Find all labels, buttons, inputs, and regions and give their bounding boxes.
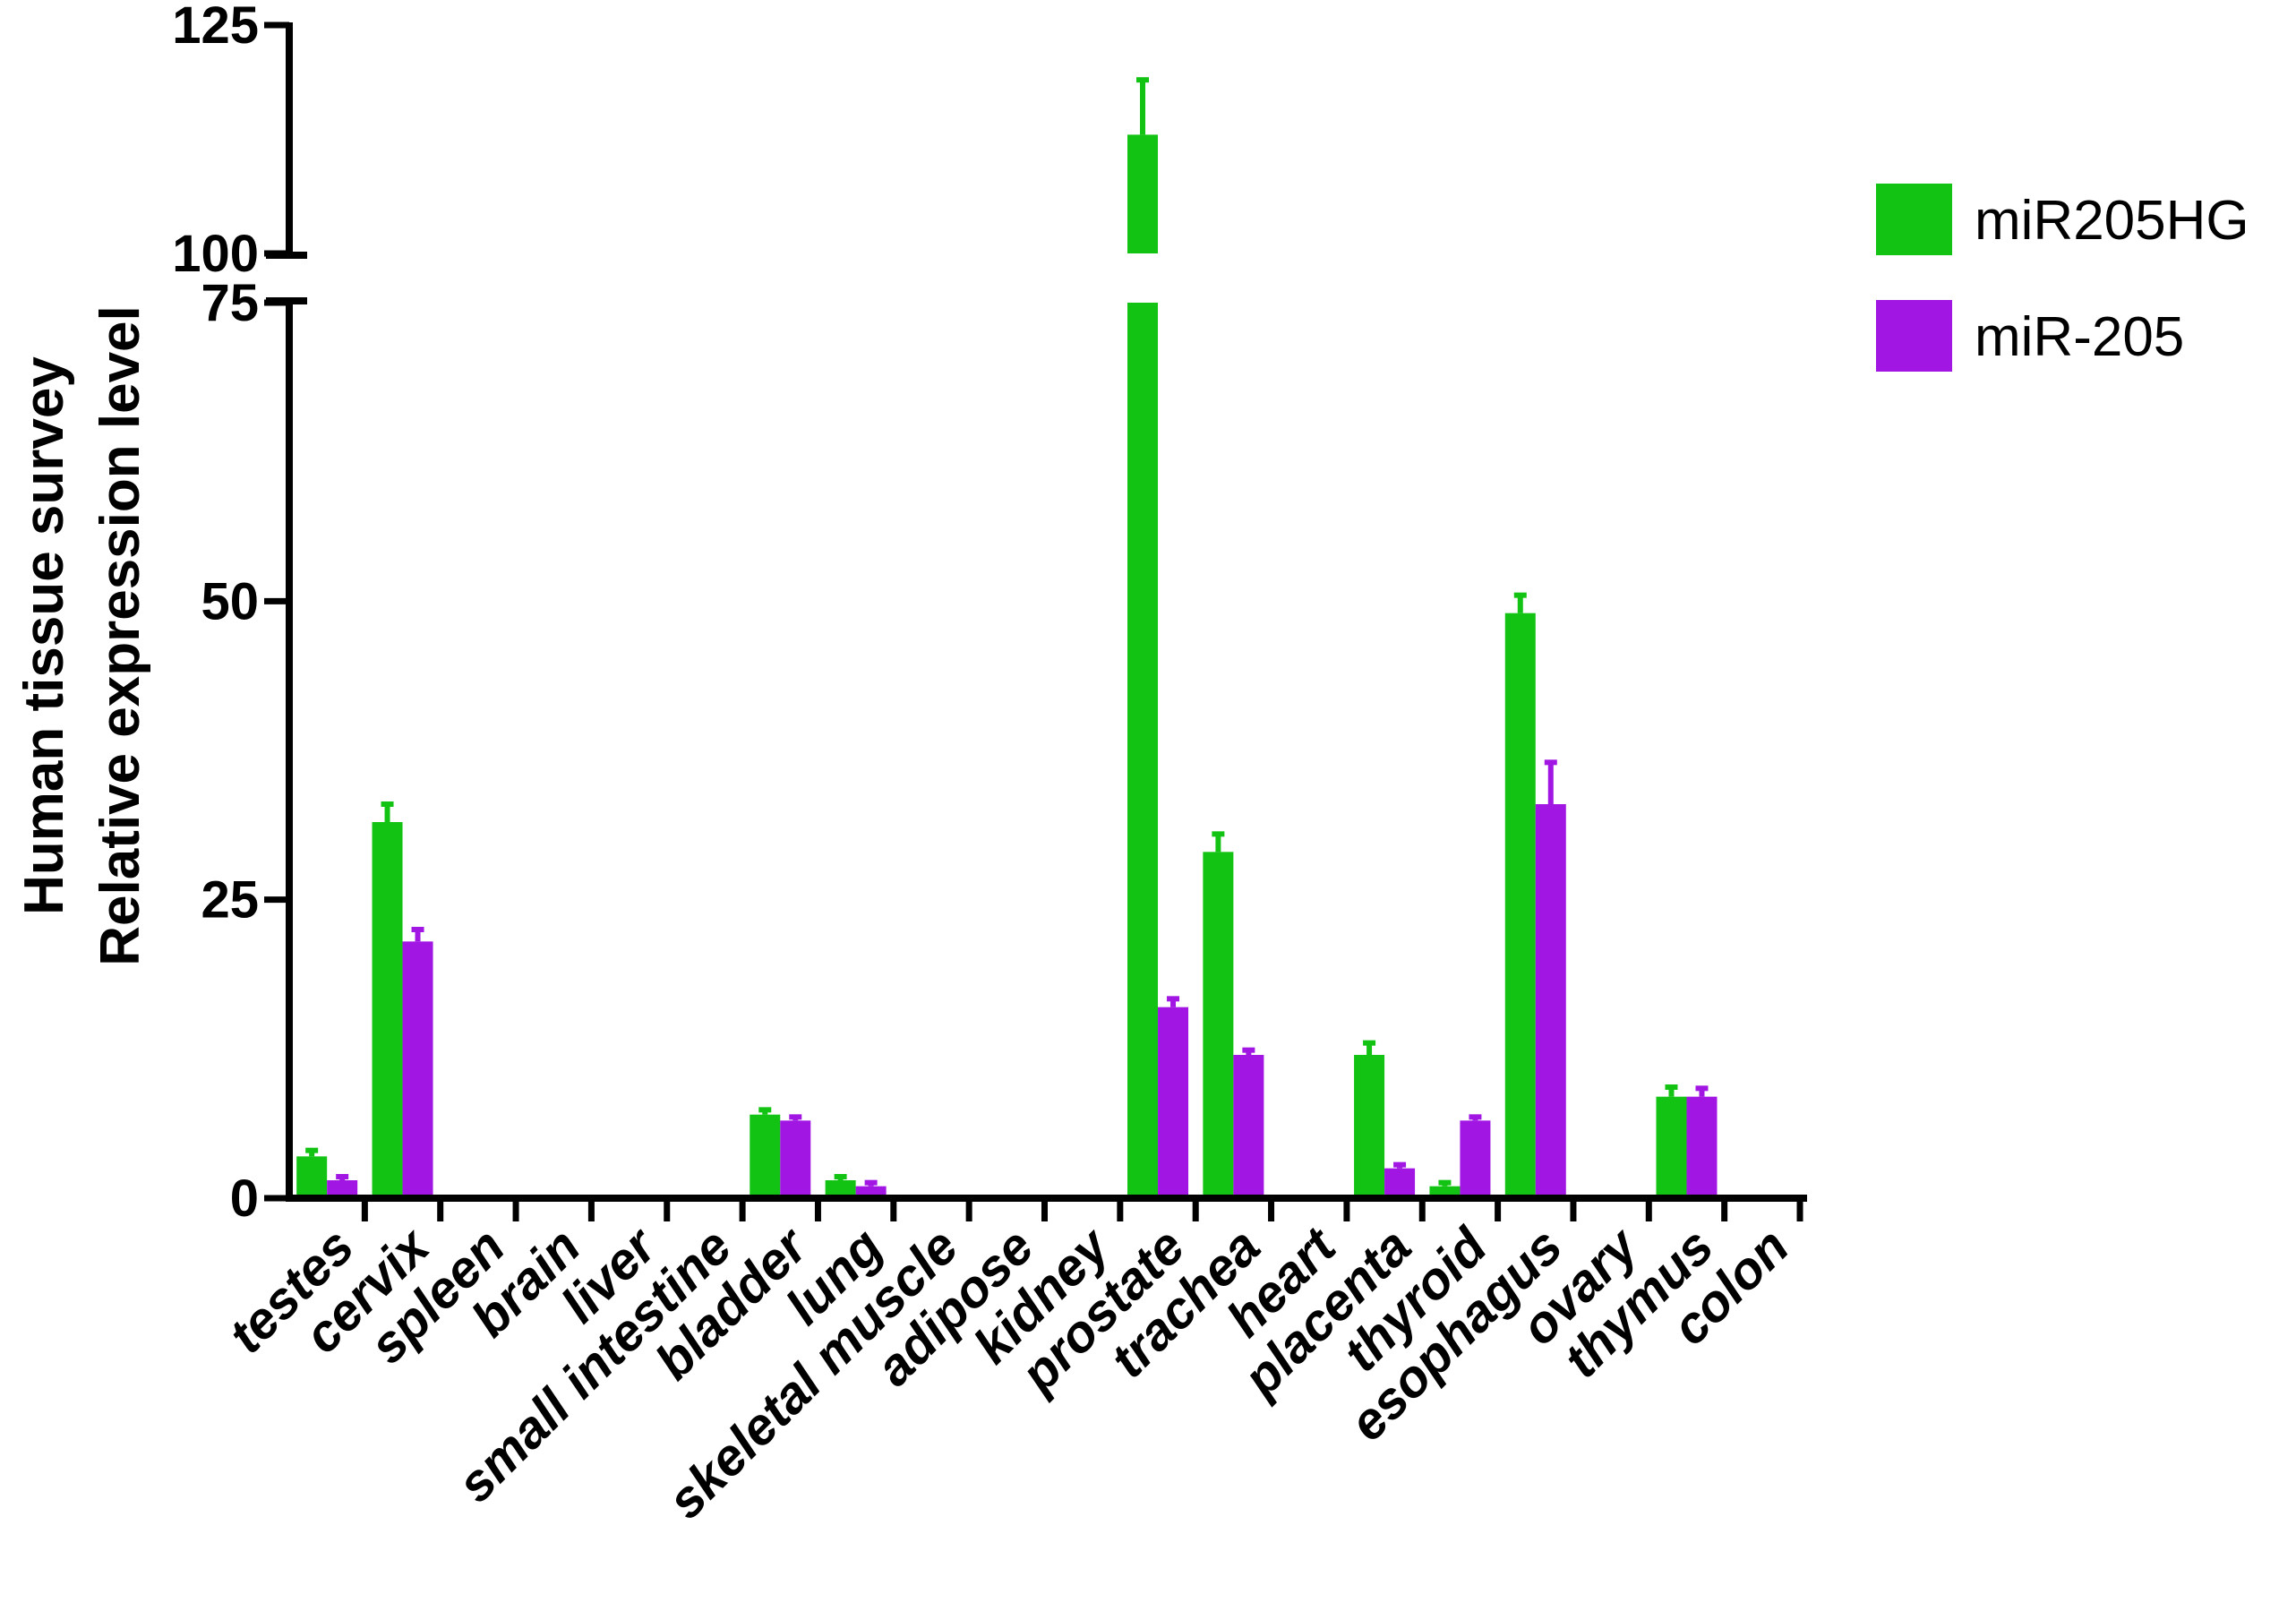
y-tick-label-25: 25 xyxy=(201,871,259,930)
legend-swatch-0 xyxy=(1876,184,1952,255)
bar-prostate-0-lower xyxy=(1127,303,1159,1198)
legend-label-1: miR-205 xyxy=(1975,306,2184,368)
bar-lung-0 xyxy=(825,1180,856,1198)
plot-area xyxy=(296,77,1718,1198)
y-tick-label-75: 75 xyxy=(201,274,259,332)
legend-label-0: miR205HG xyxy=(1975,190,2249,252)
bar-thymus-1 xyxy=(1686,1096,1718,1198)
bar-placenta-1 xyxy=(1384,1168,1416,1198)
bar-cervix-0 xyxy=(372,822,403,1198)
y-tick-label-125: 125 xyxy=(172,0,259,55)
bar-esophagus-0 xyxy=(1504,613,1536,1198)
bar-bladder-0 xyxy=(750,1114,781,1198)
bar-trachea-1 xyxy=(1233,1055,1264,1198)
bar-esophagus-1 xyxy=(1535,804,1566,1198)
axes: 0255075100125testescervixspleenbrainlive… xyxy=(172,0,1807,1530)
bar-prostate-1 xyxy=(1158,1007,1189,1198)
bar-trachea-0 xyxy=(1203,852,1234,1198)
legend: miR205HG miR-205 xyxy=(1876,184,2249,372)
y-tick-label-50: 50 xyxy=(201,572,259,630)
y-axis-label-line-1: Human tissue survey xyxy=(13,356,75,915)
y-tick-label-0: 0 xyxy=(230,1170,259,1228)
bar-testes-1 xyxy=(327,1180,358,1198)
bar-thyroid-1 xyxy=(1460,1120,1491,1198)
bar-bladder-1 xyxy=(780,1120,811,1198)
bar-thymus-0 xyxy=(1656,1096,1687,1198)
bar-prostate-0-upper xyxy=(1127,134,1159,253)
legend-swatch-1 xyxy=(1876,300,1952,372)
bar-testes-0 xyxy=(296,1156,328,1198)
bar-cervix-1 xyxy=(402,941,433,1198)
y-axis-label-line-2: Relative expression level xyxy=(90,305,151,966)
y-tick-label-100: 100 xyxy=(172,225,259,283)
bar-placenta-0 xyxy=(1354,1055,1385,1198)
